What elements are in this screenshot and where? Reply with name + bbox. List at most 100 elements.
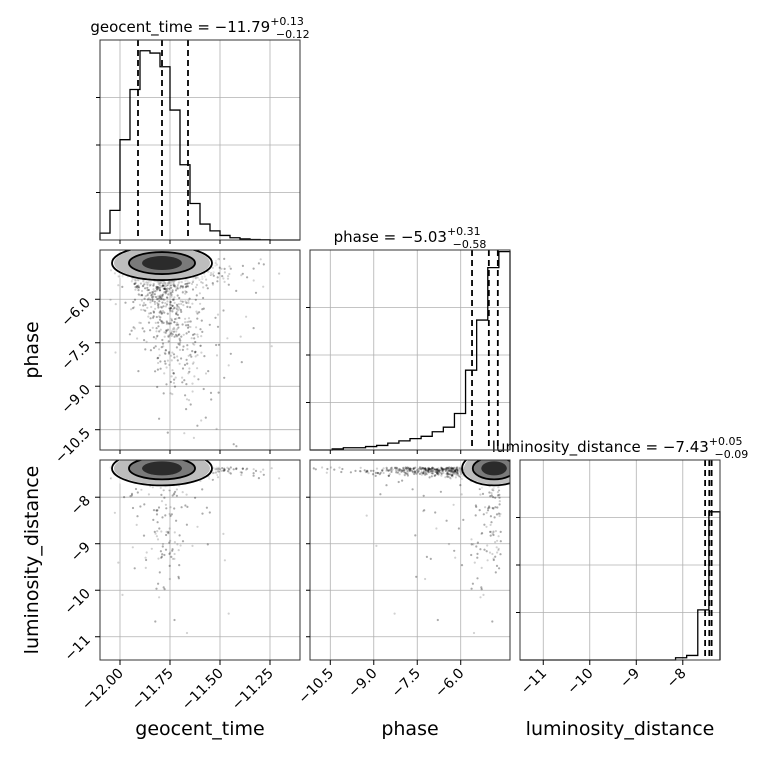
sample-point [156,289,159,292]
sample-point [158,354,161,357]
sample-point [178,534,181,537]
sample-point [156,357,159,360]
sample-point [181,323,184,326]
sample-point [140,293,143,297]
sample-point [162,586,165,589]
sample-point [177,309,180,312]
sample-point [131,307,135,310]
sample-point [160,556,163,559]
sample-point [160,296,163,299]
sample-point [157,356,160,359]
sample-point [168,564,171,568]
sample-point [164,349,167,352]
sample-point [185,383,188,386]
sample-point [181,348,184,351]
sample-point [172,372,175,375]
sample-point [175,310,178,313]
sample-point [155,335,158,338]
sample-point [185,358,188,361]
sample-point [186,326,190,329]
sample-point [206,287,209,290]
sample-point [163,553,166,557]
sample-point [155,285,158,288]
sample-point [176,294,179,297]
sample-point [181,540,185,543]
sample-point [170,295,173,298]
sample-point [178,296,181,300]
sample-point [202,307,205,310]
panel-phase-hist [310,250,511,451]
sample-point [138,321,141,324]
sample-point [196,424,199,427]
sample-point [164,349,167,352]
sample-point [160,312,163,315]
sample-point [148,291,152,294]
sample-point [226,277,230,280]
sample-point [137,293,140,296]
sample-point [222,469,225,472]
sample-point [171,310,174,313]
sample-point [142,284,145,287]
sample-point [186,285,190,288]
sample-point [131,506,135,510]
sample-point [201,308,204,311]
sample-point [202,387,205,391]
sample-point [142,304,145,307]
sample-point [186,282,189,285]
sample-point [169,539,172,542]
sample-point [147,288,150,292]
sample-point [175,307,178,310]
sample-point [158,284,162,287]
sample-point [161,298,165,301]
sample-point [140,308,143,311]
sample-point [151,291,154,294]
sample-point [167,293,170,296]
sample-point [133,282,136,285]
sample-point [173,284,176,287]
sample-point [157,321,160,324]
sample-point [161,338,164,342]
sample-point [134,286,137,289]
sample-point [223,469,226,472]
sample-point [170,286,173,289]
sample-point [193,333,196,336]
sample-point [187,299,190,302]
sample-point [229,466,232,469]
sample-point [169,551,172,554]
sample-point [184,504,187,507]
sample-point [166,296,169,299]
sample-point [196,312,199,315]
sample-point [216,325,220,328]
sample-point [184,286,187,289]
sample-point [114,351,117,354]
sample-point [186,362,189,365]
sample-point [162,284,165,287]
sample-point [160,493,163,496]
sample-point [171,369,174,372]
sample-point [152,311,155,314]
sample-point [167,335,170,338]
sample-point [169,306,172,310]
sample-point [158,289,161,292]
sample-point [152,518,155,522]
sample-point [181,376,184,379]
sample-point [175,519,178,522]
sample-point [124,301,127,304]
sample-point [193,375,196,378]
sample-point [176,294,179,297]
sample-point [229,352,232,355]
sample-point [150,305,153,309]
sample-point [134,286,137,289]
sample-point [181,323,184,326]
sample-point [163,287,166,290]
sample-point [169,303,172,306]
sample-point [195,326,198,329]
sample-point [184,283,187,286]
sample-point [133,327,136,330]
sample-point [168,512,171,516]
sample-point [165,303,169,306]
sample-point [150,292,153,295]
sample-point [194,340,197,344]
sample-point [217,391,220,394]
sample-point [158,417,161,420]
